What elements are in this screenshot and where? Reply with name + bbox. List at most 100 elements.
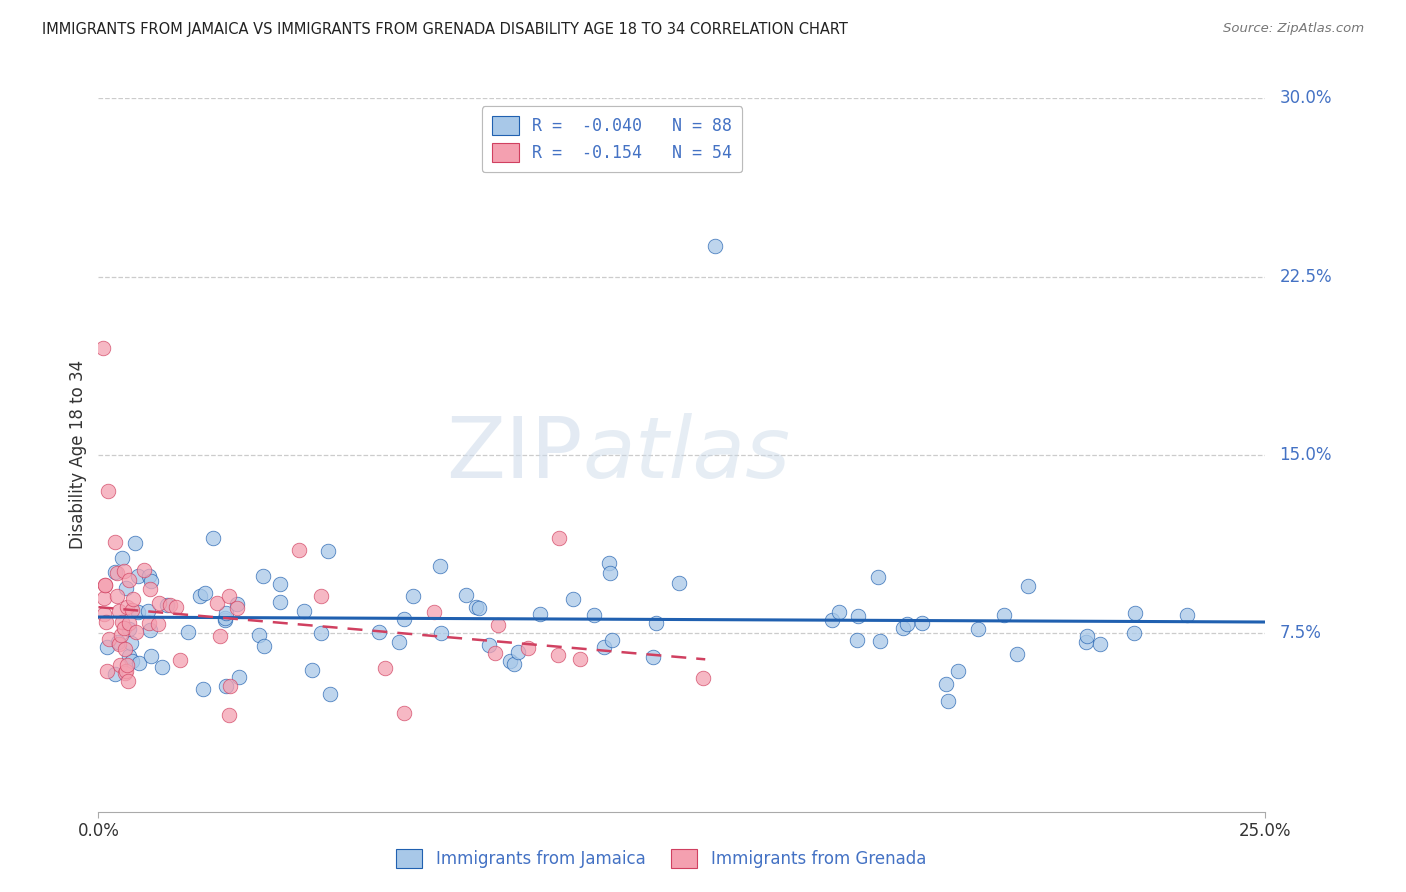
Point [226,597,249,611]
Point [96,615,118,629]
Point [828,605,851,619]
Point [104,535,127,549]
Point [318,544,340,558]
Point [148,617,170,632]
Point [139,582,162,597]
Point [105,589,128,603]
Point [388,635,411,649]
Point [148,596,170,610]
Point [205,596,228,610]
Text: 15.0%: 15.0% [1279,446,1331,464]
Point [529,607,551,622]
Point [108,658,131,673]
Point [593,640,616,654]
Point [150,659,173,673]
Point [188,589,211,603]
Point [111,615,134,630]
Point [139,574,162,588]
Point [114,564,136,578]
Point [93,578,115,592]
Point [214,613,236,627]
Point [508,645,530,659]
Legend: Immigrants from Jamaica, Immigrants from Grenada: Immigrants from Jamaica, Immigrants from… [389,843,932,875]
Point [392,611,415,625]
Point [112,621,135,635]
Point [103,667,125,681]
Point [1076,629,1098,643]
Point [98,632,121,647]
Point [309,590,332,604]
Point [464,599,486,614]
Point [468,600,491,615]
Point [111,550,134,565]
Point [218,589,240,603]
Point [1005,648,1028,662]
Point [107,634,129,648]
Point [228,670,250,684]
Point [1074,635,1097,649]
Point [132,563,155,577]
Point [967,622,990,636]
Point [114,665,136,680]
Point [214,606,236,620]
Point [252,640,274,654]
Point [499,654,522,668]
Point [948,664,970,678]
Point [269,595,291,609]
Text: 7.5%: 7.5% [1279,624,1322,642]
Point [110,628,132,642]
Point [503,657,526,672]
Text: 22.5%: 22.5% [1279,268,1331,285]
Point [138,568,160,582]
Point [287,543,309,558]
Point [91,341,114,355]
Point [117,674,139,689]
Text: ZIP: ZIP [446,413,582,497]
Point [156,598,179,612]
Point [194,586,217,600]
Text: IMMIGRANTS FROM JAMAICA VS IMMIGRANTS FROM GRENADA DISABILITY AGE 18 TO 34 CORRE: IMMIGRANTS FROM JAMAICA VS IMMIGRANTS FR… [42,22,848,37]
Point [936,694,959,708]
Point [117,600,139,615]
Point [423,605,446,619]
Point [114,642,136,657]
Point [1017,579,1039,593]
Point [643,650,665,665]
Point [582,608,605,623]
Point [866,570,889,584]
Point [96,640,118,654]
Point [486,618,509,632]
Point [96,664,118,678]
Point [845,632,868,647]
Point [107,637,129,651]
Point [598,556,620,570]
Point [430,626,453,640]
Point [869,634,891,648]
Point [568,652,591,666]
Point [114,582,136,596]
Point [644,616,666,631]
Point [292,604,315,618]
Point [247,628,270,642]
Point [846,608,869,623]
Point [124,624,146,639]
Point [703,238,725,252]
Point [215,679,238,693]
Text: Source: ZipAtlas.com: Source: ZipAtlas.com [1223,22,1364,36]
Point [97,483,120,498]
Point [692,671,714,685]
Point [118,616,141,631]
Point [177,625,200,640]
Point [219,679,242,693]
Point [301,663,323,677]
Point [121,654,143,668]
Point [104,566,127,580]
Point [517,641,540,656]
Legend: R =  -0.040   N = 88, R =  -0.154   N = 54: R = -0.040 N = 88, R = -0.154 N = 54 [482,106,742,172]
Point [209,629,232,643]
Point [269,577,291,591]
Point [118,622,141,636]
Point [117,658,139,673]
Point [1123,626,1146,640]
Point [454,588,477,602]
